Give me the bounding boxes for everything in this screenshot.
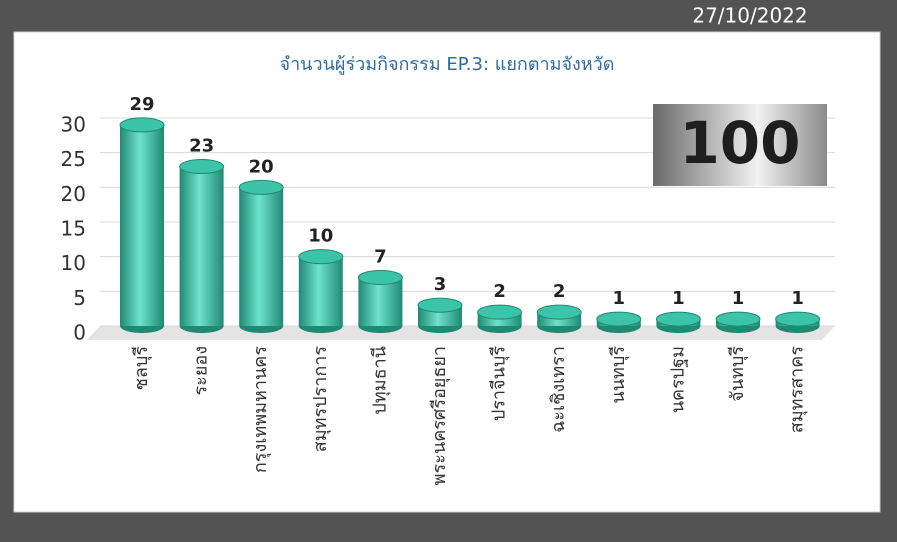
value-label: 29 xyxy=(129,94,154,115)
value-label: 10 xyxy=(308,226,333,247)
x-tick-label: ปราจีนบุรี xyxy=(489,346,510,421)
bar-top xyxy=(775,311,821,327)
y-tick-label: 15 xyxy=(61,217,86,241)
bar xyxy=(239,187,284,326)
value-label: 7 xyxy=(374,246,387,267)
chart-title: จำนวนผู้ร่วมกิจกรรม EP.3: แยกตามจังหวัด xyxy=(280,54,615,75)
x-tick-label: นครปฐม xyxy=(667,346,688,413)
bar-top xyxy=(179,159,225,175)
y-tick-label: 5 xyxy=(73,286,86,310)
bar xyxy=(179,166,224,326)
bar-top xyxy=(238,179,284,195)
total: 100 xyxy=(679,109,800,177)
x-tick-label: สมุทรปราการ xyxy=(310,346,331,453)
bar-top xyxy=(298,249,344,265)
x-tick-label: ฉะเชิงเทรา xyxy=(548,346,569,433)
bar-top xyxy=(536,304,582,320)
bar xyxy=(120,124,164,326)
date: 27/10/2022 xyxy=(692,4,807,28)
x-tick-label: พระนครศรีอยุธยา xyxy=(429,346,450,485)
value-label: 1 xyxy=(672,288,685,309)
value-label: 1 xyxy=(732,288,745,309)
bar-top xyxy=(655,311,701,327)
value-label: 20 xyxy=(249,156,274,177)
y-tick-label: 20 xyxy=(61,182,86,206)
x-tick-label: จันทบุรี xyxy=(727,346,748,402)
bar-top xyxy=(417,297,463,313)
x-tick-label: กรุงเทพมหานคร xyxy=(250,346,271,473)
value-label: 2 xyxy=(493,281,506,302)
value-label: 1 xyxy=(613,288,626,309)
y-tick-label: 25 xyxy=(61,147,86,171)
total-box xyxy=(653,104,827,186)
value-label: 3 xyxy=(434,274,447,295)
x-tick-label: ชลบุรี xyxy=(131,346,152,391)
x-tick-label: ปทุมธานี xyxy=(369,346,390,415)
y-tick-label: 30 xyxy=(61,113,86,137)
bar-top xyxy=(357,269,403,285)
bar-top xyxy=(477,304,523,320)
bar xyxy=(358,277,403,326)
bar xyxy=(298,256,343,326)
y-tick-label: 0 xyxy=(73,321,86,345)
value-label: 2 xyxy=(553,281,566,302)
x-tick-label: นนทบุรี xyxy=(608,346,629,404)
x-tick-label: ระยอง xyxy=(191,346,212,395)
x-tick-label: สมุทรสาคร xyxy=(787,346,808,434)
value-label: 1 xyxy=(791,288,804,309)
bar-top xyxy=(596,311,642,327)
bar-top xyxy=(715,311,761,327)
y-tick-label: 10 xyxy=(61,251,86,275)
value-label: 23 xyxy=(189,136,214,157)
bar-top xyxy=(119,117,165,133)
